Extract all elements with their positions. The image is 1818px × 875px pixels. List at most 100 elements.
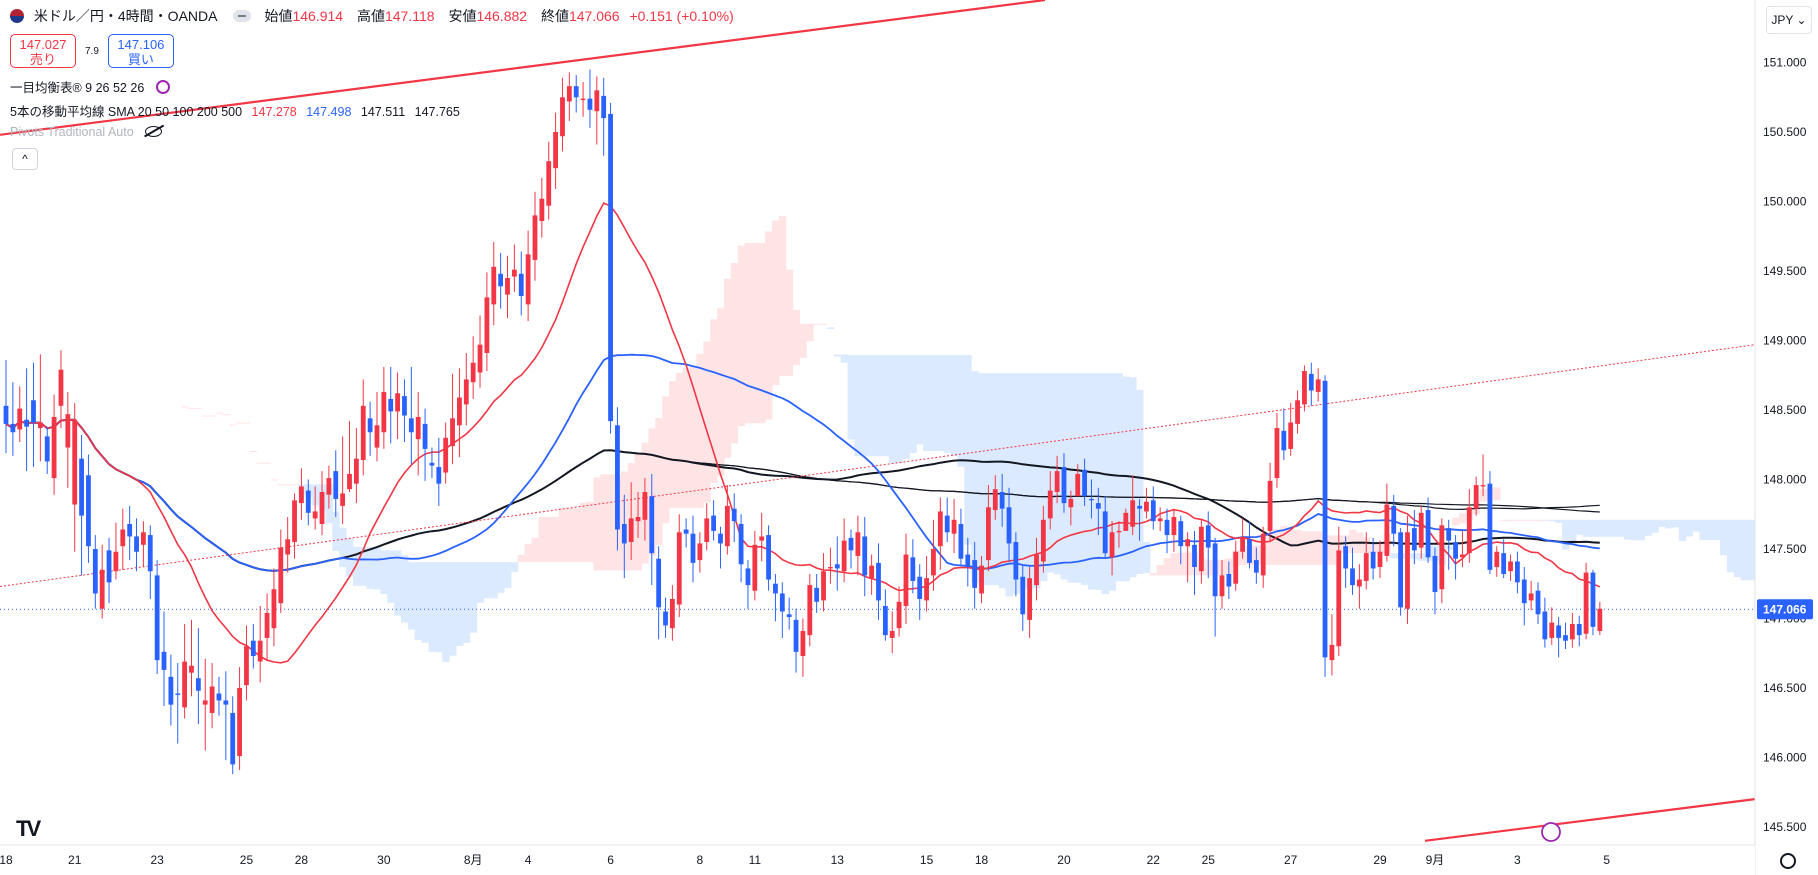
candle-body: [58, 369, 64, 406]
cloud-segment: [600, 474, 608, 571]
candle-body: [92, 548, 98, 594]
candle-body: [223, 700, 229, 705]
collapse-legend-button[interactable]: ^: [12, 148, 38, 170]
candle-body: [141, 532, 146, 545]
pivots-legend[interactable]: Pivots Traditional Auto: [10, 125, 163, 139]
candle-body: [690, 533, 696, 563]
pivots-label: Pivots Traditional Auto: [10, 125, 134, 139]
candle-body: [429, 462, 435, 466]
cloud-segment: [875, 355, 883, 457]
cloud-segment: [1019, 373, 1027, 590]
cloud-segment: [607, 474, 615, 571]
candle-body: [1150, 500, 1156, 522]
candle-body: [505, 277, 510, 295]
cloud-segment: [854, 355, 862, 457]
channel-mid-line[interactable]: [0, 344, 1756, 587]
candle-body: [1164, 519, 1170, 536]
candle-body: [1040, 519, 1046, 562]
cloud-segment: [813, 323, 821, 325]
cloud-segment: [936, 355, 945, 451]
channel-upper-line[interactable]: [0, 0, 1046, 136]
candle-body: [1398, 532, 1404, 608]
cloud-segment: [1300, 531, 1309, 565]
cloud-segment: [346, 537, 354, 577]
candle-body: [546, 161, 552, 206]
candle-body: [1198, 526, 1204, 572]
candle-body: [1556, 625, 1562, 638]
buy-button[interactable]: 147.106 買い: [107, 34, 174, 68]
cloud-segment: [1534, 519, 1542, 521]
sma-20-line: [5, 202, 1601, 664]
cloud-segment: [1039, 373, 1048, 581]
candle-body: [931, 548, 936, 576]
candle-body: [1295, 400, 1300, 424]
candle-body: [1549, 622, 1555, 638]
cloud-segment: [565, 507, 574, 563]
candle-body: [1439, 525, 1445, 590]
cloud-segment: [490, 562, 498, 599]
cloud-segment: [1610, 519, 1618, 537]
candle-body: [937, 511, 943, 547]
symbol-title[interactable]: 米ドル／円・4時間・OANDA: [33, 8, 217, 24]
last-price-label: 147.066: [1763, 602, 1807, 616]
time-axis-bg: [0, 845, 1755, 875]
time-tick-label: 8月: [464, 853, 483, 867]
cloud-segment: [559, 507, 567, 563]
candle-body: [738, 523, 744, 565]
cloud-segment: [703, 341, 711, 503]
cloud-segment: [1692, 519, 1700, 532]
cloud-segment: [1706, 519, 1714, 540]
settings-gear-icon[interactable]: [1780, 853, 1796, 869]
sell-button[interactable]: 147.027 売り: [10, 34, 76, 68]
cloud-segment: [964, 355, 972, 545]
refresh-icon[interactable]: [155, 80, 170, 94]
candle-body: [1281, 430, 1287, 451]
time-tick-label: 25: [240, 853, 254, 867]
candle-body: [718, 533, 723, 544]
candle-body: [621, 523, 627, 544]
hidden-eye-icon[interactable]: [145, 126, 163, 137]
candle-body: [1171, 517, 1177, 536]
cloud-segment: [1555, 519, 1563, 523]
candle-body: [278, 547, 284, 604]
candle-body: [999, 491, 1005, 509]
candle-body: [1061, 466, 1067, 504]
low-label: 安値: [448, 8, 477, 24]
cloud-segment: [902, 355, 910, 459]
cloud-segment: [332, 512, 340, 552]
candle-body: [1233, 551, 1239, 584]
ma-value-1: 147.278: [251, 105, 297, 119]
event-bolt-icon[interactable]: [1541, 822, 1561, 842]
candle-body: [979, 565, 984, 594]
cloud-segment: [916, 355, 924, 445]
candle-body: [450, 418, 455, 447]
cloud-segment: [524, 543, 533, 563]
candle-body: [1563, 635, 1568, 641]
candle-body: [161, 651, 167, 670]
cloud-segment: [1122, 376, 1130, 582]
time-tick-label: 5: [1603, 853, 1610, 867]
cloud-segment: [758, 242, 766, 424]
cloud-segment: [194, 407, 203, 409]
price-axis[interactable]: 151.000 150.500 150.000 149.500 149.000 148.5…: [1754, 0, 1818, 875]
buy-label: 買い: [127, 52, 154, 67]
candle-body: [353, 458, 359, 484]
time-axis[interactable]: 18 21 23 25 28 30 8月 4 6 8 11 13 15 18 20 22 25 27 29 9月 3 5: [0, 844, 1755, 875]
ichimoku-legend[interactable]: 一目均衡表® 9 26 52 26: [10, 77, 170, 96]
cloud-segment: [923, 355, 931, 451]
candle-body: [766, 535, 771, 580]
candle-body: [388, 398, 394, 412]
collapse-pill-icon[interactable]: [232, 10, 251, 22]
cloud-segment: [765, 231, 773, 420]
candle-body: [347, 473, 352, 490]
cloud-segment: [421, 562, 430, 643]
ma-legend[interactable]: 5本の移動平均線 SMA 20 50 100 200 500 147.278 1…: [10, 101, 460, 120]
candle-body: [876, 562, 881, 601]
channel-lower-line[interactable]: [1424, 798, 1756, 842]
candle-body: [299, 486, 304, 504]
open-label: 始値: [264, 8, 293, 24]
candle-body: [1034, 554, 1039, 586]
currency-select[interactable]: JPY ⌄: [1766, 6, 1812, 34]
candle-body: [271, 589, 277, 629]
